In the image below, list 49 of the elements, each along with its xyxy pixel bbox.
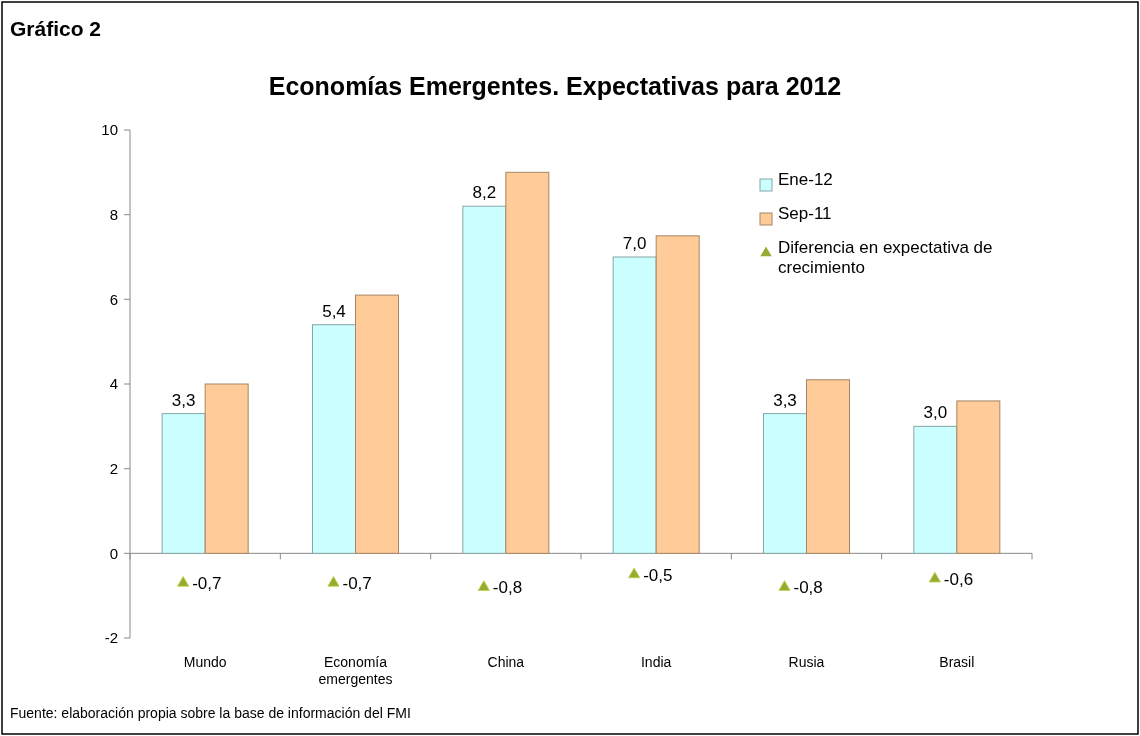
data-label: -0,6 [943, 569, 974, 589]
legend-label: Diferencia en expectativa de crecimiento [778, 238, 993, 277]
x-tick-label: India [640, 654, 672, 670]
y-tick-label: -2 [104, 629, 118, 647]
data-label: 3,3 [171, 390, 196, 410]
data-label: 7,0 [622, 234, 647, 253]
y-tick-label: 4 [109, 375, 118, 393]
data-label: 8,2 [472, 183, 497, 203]
bar [204, 383, 249, 554]
bar [655, 235, 700, 554]
x-tick-label: Economía emergentes [318, 654, 393, 687]
bar [956, 400, 1001, 554]
point [778, 580, 791, 591]
data-label: -0,7 [192, 573, 222, 593]
point [477, 580, 490, 591]
bar [806, 379, 850, 554]
data-label: 3,3 [773, 390, 797, 410]
data-label: -0,8 [793, 578, 823, 598]
y-tick-label: 6 [109, 290, 118, 308]
bar [355, 294, 399, 554]
bar [612, 256, 657, 554]
x-tick-label: Rusia [788, 654, 825, 670]
point [628, 567, 641, 579]
point [327, 576, 340, 587]
y-tick-label: 0 [109, 544, 118, 562]
data-label: 5,4 [322, 301, 346, 321]
chart-title: Gráfico 2 [10, 17, 102, 40]
chart-subtitle: Economías Emergentes. Expectativas para 2012 [268, 72, 842, 100]
data-label: 3,0 [923, 403, 948, 423]
source-note: Fuente: elaboración propia sobre la base de información del FMI [10, 705, 411, 721]
data-label: -0,8 [492, 578, 523, 598]
bar [505, 171, 550, 554]
bar [312, 324, 356, 554]
data-label: -0,7 [342, 573, 372, 593]
bar [462, 205, 507, 554]
x-tick-label: China [487, 654, 525, 670]
y-tick-label: 2 [109, 459, 118, 477]
point [177, 576, 190, 587]
point [928, 571, 941, 583]
legend-label: Ene-12 [778, 170, 833, 189]
x-tick-label: Mundo [183, 654, 227, 670]
bar [161, 413, 206, 554]
bar [913, 425, 958, 554]
x-tick-label: Brasil [939, 654, 975, 670]
legend-label: Sep-11 [778, 204, 832, 223]
y-tick-label: 8 [109, 205, 118, 223]
data-label: -0,5 [643, 565, 673, 585]
y-tick-label: 10 [101, 121, 118, 139]
bar [763, 413, 807, 554]
